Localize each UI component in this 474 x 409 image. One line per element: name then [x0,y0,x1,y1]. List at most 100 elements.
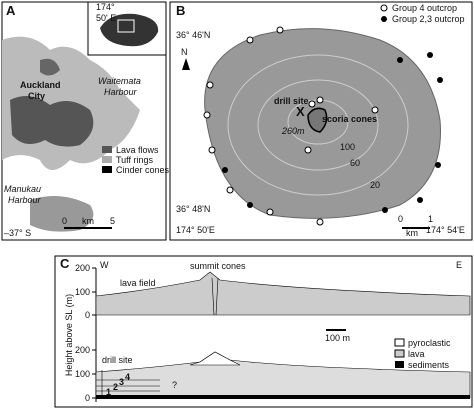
latitude: 36° 48'N [176,204,210,214]
contour-label: 260m [281,126,305,136]
direction: W [100,260,109,270]
map-shape [96,395,470,399]
map-shape [380,4,388,12]
unit-label: 1 [106,387,111,397]
map-shape [304,146,312,154]
map-shape [10,96,94,147]
annotation: drill site [102,355,133,365]
latitude: 36° 46'N [176,30,210,40]
map-shape [208,146,216,154]
map-shape [40,58,60,76]
y-tick-label: 200 [75,345,90,355]
annotation: summit cones [190,261,246,271]
y-tick-label: 100 [75,287,90,297]
direction: E [456,260,462,270]
map-shape [222,167,228,173]
unit-label: 2 [113,382,118,392]
panel-label: B [176,3,185,18]
annotation: ? [172,380,177,390]
map-shape [395,361,404,368]
map-shape [437,77,443,83]
latitude: –37° S [4,228,31,238]
legend-label: Group 4 outcrop [392,3,457,13]
longitude: 50' E [96,13,116,23]
drill-site: drill site [274,96,309,106]
map-shape [189,351,241,366]
place-name: Manukau [4,184,41,194]
contour-label: 100 [340,142,355,152]
map-shape [394,349,405,358]
map-shape [307,107,328,133]
map-shape [382,207,388,213]
map-shape [117,19,135,33]
map-shape [203,111,211,119]
map-shape [95,351,471,399]
longitude: 174° 54'E [426,225,465,235]
legend-label: lava [408,349,425,359]
map-shape [381,16,387,22]
map-shape [247,202,253,208]
unit-label: 4 [125,372,130,382]
y-tick-label: 200 [75,263,90,273]
scale-label: 100 m [325,333,350,343]
map-shape [316,218,324,226]
map-shape [371,106,379,114]
map-shape [102,166,112,173]
longitude: 174° 50'E [176,225,215,235]
y-tick-label: 0 [85,393,90,403]
map-shape [206,81,214,89]
map-shape [276,26,284,34]
map-shape [308,100,316,108]
drill-marker: X [296,104,305,119]
legend-label: Group 2,3 outcrop [392,14,465,24]
map-shape [316,96,324,104]
longitude: 174° [96,2,115,12]
map-shape [102,156,112,163]
scale-label: km [82,216,94,226]
legend-label: sediments [408,360,450,370]
shape-group [96,370,160,398]
map-shape [417,197,423,203]
contour-label: 60 [350,158,360,168]
place-name: Harbour [104,87,138,97]
y-tick-label: 0 [85,310,90,320]
unit-label: 3 [119,377,124,387]
panel-label: A [6,3,16,18]
place-name: City [28,91,45,101]
map-shape [95,271,471,316]
map-shape [427,52,433,58]
map-shape [30,196,94,232]
map-shape [394,338,405,347]
map-shape [211,277,219,316]
panel-label: C [60,256,70,271]
map-shape [397,57,403,63]
contour-label: 20 [370,180,380,190]
map-shape [102,146,112,153]
map-shape [257,79,379,171]
scale-label: 5 [110,216,115,226]
scale-label: km [406,228,418,238]
legend-label: pyroclastic [408,338,451,348]
map-shape [227,54,409,196]
legend-label: Tuff rings [116,155,154,165]
map-shape [435,162,441,168]
shape-group [203,4,388,226]
map-shape [100,13,159,47]
map-shape [226,186,234,194]
map-shape [266,208,274,216]
shape-group [222,16,443,213]
scale-label: 1 [428,214,433,224]
place-name: Auckland [20,80,61,90]
map-shape [182,58,190,70]
y-axis-label: Height above SL (m) [64,294,74,376]
scale-label: 0 [62,216,67,226]
y-tick-label: 100 [75,369,90,379]
legend-label: Cinder cones [116,165,170,175]
legend-label: Lava flows [116,145,159,155]
shape-group [92,267,96,399]
annotation: lava field [120,278,156,288]
scoria-cones: scoria cones [322,114,377,124]
map-shape [246,36,254,44]
